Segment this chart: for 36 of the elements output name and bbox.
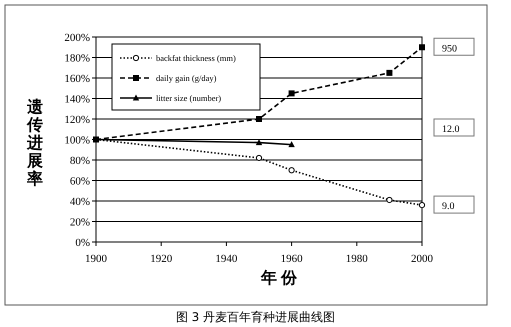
y-tick-label: 180%: [64, 52, 90, 64]
x-tick-label: 1940: [215, 253, 238, 265]
point: [386, 196, 392, 204]
point: [288, 167, 295, 174]
text: 12.0: [442, 124, 460, 135]
point: [418, 202, 426, 208]
legend-label: daily gain (g/day): [156, 73, 217, 83]
point: [256, 139, 262, 146]
x-tick-label: 1920: [150, 253, 173, 265]
point: [288, 141, 295, 148]
point: [256, 116, 262, 122]
y-tick-label: 60%: [70, 176, 90, 188]
x-tick-label: 2000: [411, 253, 434, 265]
y-tick-label: 160%: [64, 73, 90, 85]
y-tick-label: 120%: [64, 114, 90, 126]
x-axis-title: 年 份: [260, 269, 298, 287]
x-tick-label: 1900: [85, 253, 108, 265]
x-tick-label: 1980: [346, 253, 368, 265]
point: [419, 44, 425, 50]
y-tick-label: 100%: [64, 134, 90, 146]
y-tick-label: 140%: [64, 94, 90, 106]
legend-label: backfat thickness (mm): [156, 53, 236, 63]
x-tick-label: 1960: [280, 253, 304, 265]
point: [288, 90, 295, 96]
annotation: 950: [442, 43, 457, 54]
y-tick-label: 200%: [64, 32, 90, 44]
y-axis-title: 遗传进展率: [26, 98, 43, 188]
point: [256, 154, 262, 162]
y-tick-label: 40%: [70, 196, 90, 208]
text: 图 3 丹麦百年育种进展曲线图: [176, 310, 336, 324]
annotation: 9.0: [442, 201, 454, 212]
point: [386, 70, 392, 76]
y-tick-label: 20%: [70, 216, 90, 228]
legend-label: litter size (number): [156, 93, 222, 103]
y-tick-label: 80%: [70, 155, 90, 167]
y-tick-label: 0%: [75, 237, 90, 249]
